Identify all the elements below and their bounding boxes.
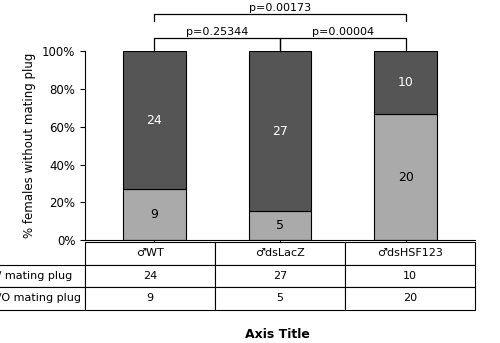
Bar <box>122 189 186 240</box>
Text: p=0.00004: p=0.00004 <box>312 27 374 37</box>
Text: p=0.00173: p=0.00173 <box>249 3 311 13</box>
Text: 10: 10 <box>398 76 413 90</box>
Y-axis label: % females without mating plug: % females without mating plug <box>24 53 36 238</box>
Bar <box>374 114 438 240</box>
Bar <box>374 51 438 114</box>
Text: 5: 5 <box>276 219 284 232</box>
Bar <box>122 51 186 189</box>
Text: 27: 27 <box>272 125 288 138</box>
Bar <box>248 211 312 240</box>
Text: 24: 24 <box>146 114 162 127</box>
Bar <box>248 51 312 211</box>
Text: 9: 9 <box>150 208 158 221</box>
Text: Axis Title: Axis Title <box>245 328 310 341</box>
Text: p=0.25344: p=0.25344 <box>186 27 248 37</box>
Text: 20: 20 <box>398 171 413 184</box>
